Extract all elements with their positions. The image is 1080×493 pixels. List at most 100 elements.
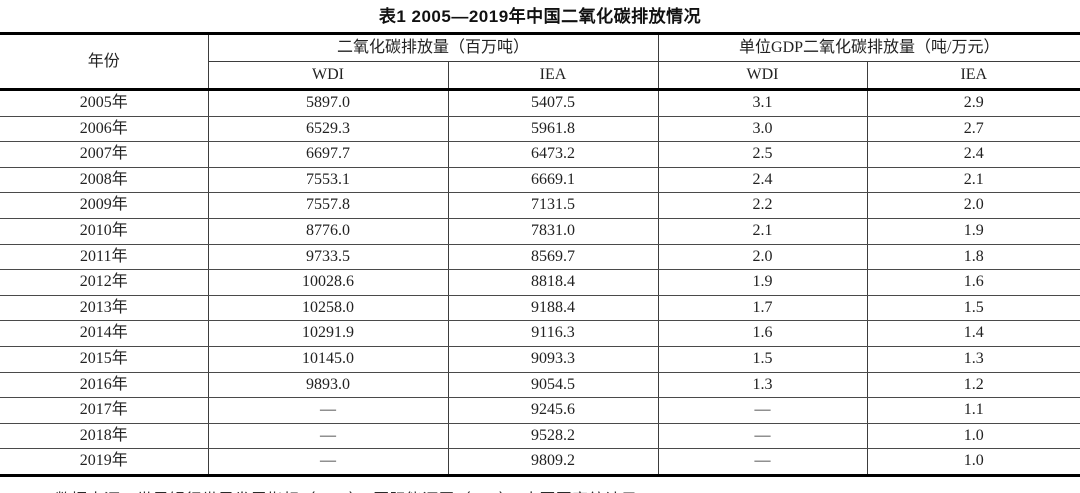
cell-emissions-iea: 9054.5 (448, 372, 659, 399)
cell-emissions-iea: 8569.7 (448, 244, 659, 271)
cell-intensity-iea: 1.6 (867, 269, 1080, 296)
cell-intensity-iea: 1.0 (963, 452, 984, 470)
cell-emissions-iea: 5961.8 (448, 116, 659, 143)
cell-intensity-iea: 1.1 (867, 397, 1080, 424)
header-intensity-wdi: WDI (658, 61, 868, 91)
cell-intensity-wdi: — (658, 423, 868, 450)
cell-emissions-wdi: 10028.6 (208, 269, 449, 296)
cell-year: 2008年 (0, 167, 209, 194)
cell-intensity-iea: 2.1 (867, 167, 1080, 194)
table-row: 2017年 — 9245.6 — 1.1 (0, 397, 1080, 424)
cell-year: 2017年 (0, 397, 209, 424)
cell-intensity-iea: 1.4 (867, 320, 1080, 347)
cell-emissions-wdi: 5897.0 (208, 89, 449, 117)
cell-emissions-iea: 9116.3 (448, 320, 659, 347)
cell-intensity-iea: 2.7 (867, 116, 1080, 143)
cell-intensity-iea: 1.2 (867, 372, 1080, 399)
cell-year: 2012年 (0, 269, 209, 296)
cell-intensity-wdi: 2.0 (658, 244, 868, 271)
table-row: 2010年 8776.0 7831.0 2.1 1.9 (0, 218, 1080, 245)
cell-year: 2014年 (0, 320, 209, 347)
cell-emissions-iea: 5407.5 (448, 89, 659, 117)
cell-year: 2011年 (0, 244, 209, 271)
cell-emissions-iea: 9093.3 (448, 346, 659, 373)
header-emissions-wdi: WDI (208, 61, 449, 91)
cell-emissions-wdi: 7553.1 (208, 167, 449, 194)
cell-intensity-iea: 1.8 (867, 244, 1080, 271)
cell-emissions-iea: 9809.2 (448, 448, 659, 476)
header-emissions-iea: IEA (448, 61, 659, 91)
cell-intensity-wdi: 1.3 (658, 372, 868, 399)
cell-year: 2018年 (0, 423, 209, 450)
cell-year: 2019年 (0, 448, 209, 476)
table-row: 2012年 10028.6 8818.4 1.9 1.6 (0, 269, 1080, 296)
header-intensity-iea: IEA (867, 61, 1080, 91)
cell-emissions-iea: 6669.1 (448, 167, 659, 194)
cell-intensity-wdi: 1.6 (658, 320, 868, 347)
cell-emissions-wdi: 6697.7 (208, 141, 449, 168)
header-group-emissions: 二氧化碳排放量（百万吨） (208, 33, 659, 62)
cell-intensity-wdi: 3.0 (658, 116, 868, 143)
table-header: 年份 二氧化碳排放量（百万吨） 单位GDP二氧化碳排放量（吨/万元） WDI I… (0, 33, 1080, 91)
table-row: 2018年 — 9528.2 — 1.0 (0, 423, 1080, 450)
cell-intensity-wdi: — (658, 448, 868, 476)
cell-emissions-iea: 7831.0 (448, 218, 659, 245)
table-row: 2006年 6529.3 5961.8 3.0 2.7 (0, 116, 1080, 143)
cell-emissions-iea: 8818.4 (448, 269, 659, 296)
header-group-row: 年份 二氧化碳排放量（百万吨） 单位GDP二氧化碳排放量（吨/万元） (0, 33, 1080, 91)
cell-emissions-iea: 9528.2 (448, 423, 659, 450)
cell-emissions-wdi: 6529.3 (208, 116, 449, 143)
cell-intensity-wdi: 2.1 (658, 218, 868, 245)
cell-year: 2007年 (0, 141, 209, 168)
cell-intensity-iea: 2.0 (867, 192, 1080, 219)
cell-emissions-iea: 9245.6 (448, 397, 659, 424)
cell-emissions-wdi: 9893.0 (208, 372, 449, 399)
table-body: 2005年 5897.0 5407.5 3.1 2.9 2006年 6529.3… (0, 89, 1080, 476)
header-group-intensity: 单位GDP二氧化碳排放量（吨/万元） (658, 33, 1080, 62)
cell-intensity-iea: 1.0 (867, 423, 1080, 450)
cell-emissions-wdi: 8776.0 (208, 218, 449, 245)
cell-emissions-wdi: 10291.9 (208, 320, 449, 347)
table-row: 2013年 10258.0 9188.4 1.7 1.5 (0, 295, 1080, 322)
cell-intensity-iea: 1.5 (867, 295, 1080, 322)
source-note: 数据来源：世界银行世界发展指标（WDI）、国际能源署（IEA）、中国国家统计局。 (0, 477, 1080, 493)
cell-intensity-wdi: 2.5 (658, 141, 868, 168)
cell-intensity-iea: 2.9 (867, 89, 1080, 117)
table-row: 2011年 9733.5 8569.7 2.0 1.8 (0, 244, 1080, 271)
cell-year: 2016年 (0, 372, 209, 399)
table-row: 2009年 7557.8 7131.5 2.2 2.0 (0, 192, 1080, 219)
cell-year: 2013年 (0, 295, 209, 322)
table-row: 2007年 6697.7 6473.2 2.5 2.4 (0, 141, 1080, 168)
cell-emissions-iea: 6473.2 (448, 141, 659, 168)
cell-intensity-wdi: 1.5 (658, 346, 868, 373)
emissions-table: 年份 二氧化碳排放量（百万吨） 单位GDP二氧化碳排放量（吨/万元） WDI I… (0, 32, 1080, 477)
cell-intensity-wdi: 1.7 (658, 295, 868, 322)
cell-year: 2010年 (0, 218, 209, 245)
table-row: 2015年 10145.0 9093.3 1.5 1.3 (0, 346, 1080, 373)
cell-year: 2006年 (0, 116, 209, 143)
header-sub-row: WDI IEA WDI IEA (0, 61, 1080, 91)
cell-intensity-wdi: 1.9 (658, 269, 868, 296)
cell-intensity-iea: 1.3 (867, 346, 1080, 373)
cell-emissions-wdi: — (208, 423, 449, 450)
cell-emissions-wdi: 10258.0 (208, 295, 449, 322)
cell-emissions-wdi: — (208, 397, 449, 424)
cell-intensity-wdi: 2.2 (658, 192, 868, 219)
cell-year: 2015年 (0, 346, 209, 373)
cell-emissions-iea: 7131.5 (448, 192, 659, 219)
cell-emissions-wdi: — (208, 448, 449, 476)
cell-emissions-wdi: 9733.5 (208, 244, 449, 271)
header-year: 年份 (0, 33, 209, 91)
table-row: 2005年 5897.0 5407.5 3.1 2.9 (0, 89, 1080, 117)
cell-intensity-wdi: 3.1 (658, 89, 868, 117)
table-row: 2008年 7553.1 6669.1 2.4 2.1 (0, 167, 1080, 194)
cell-intensity-iea: 2.4 (867, 141, 1080, 168)
cell-emissions-iea: 9188.4 (448, 295, 659, 322)
cell-year: 2009年 (0, 192, 209, 219)
table-row: 2016年 9893.0 9054.5 1.3 1.2 (0, 372, 1080, 399)
table-row: 2019年 — 9809.2 — 1.0 (0, 448, 1080, 476)
cell-emissions-wdi: 7557.8 (208, 192, 449, 219)
table-title: 表1 2005—2019年中国二氧化碳排放情况 (378, 7, 702, 26)
cell-intensity-wdi: — (658, 397, 868, 424)
